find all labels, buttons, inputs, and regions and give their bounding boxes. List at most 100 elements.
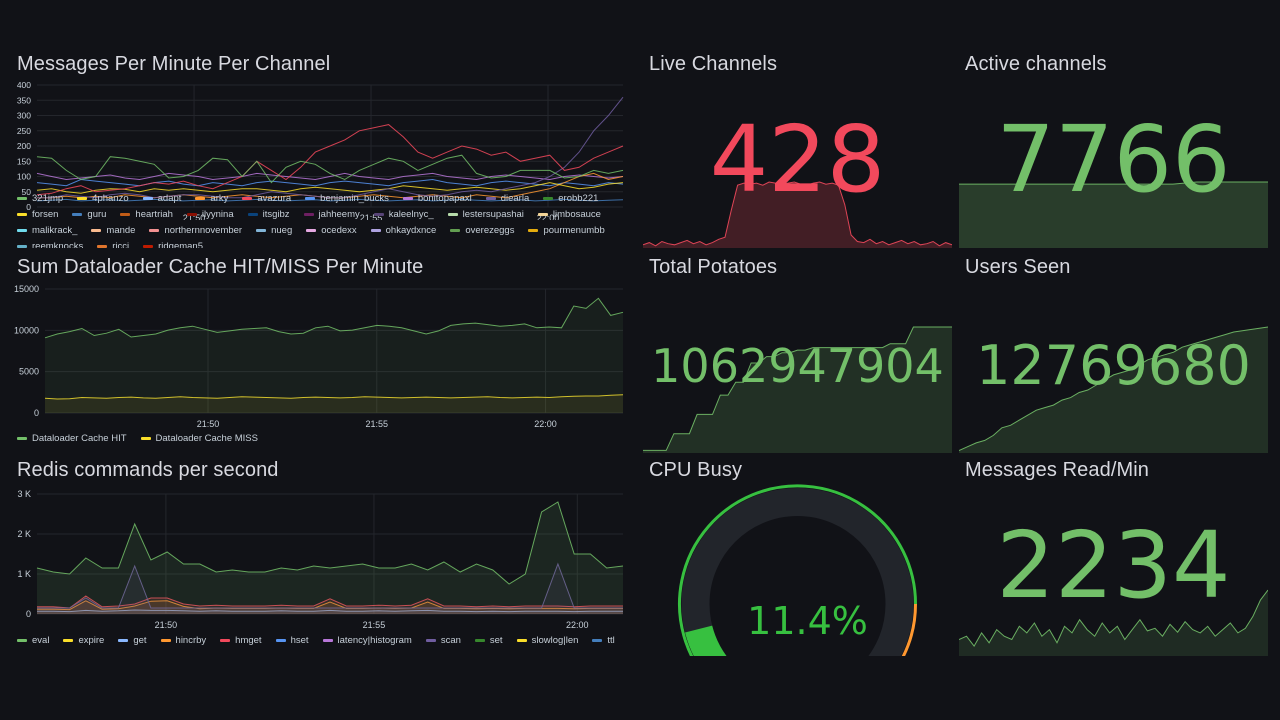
legend-swatch (72, 213, 83, 216)
legend-swatch (220, 639, 231, 642)
legend-item[interactable]: limbosauce (537, 209, 601, 220)
legend-swatch (77, 197, 88, 200)
legend-swatch (303, 213, 314, 216)
legend-item[interactable]: adapt (142, 193, 181, 204)
panel-title: Sum Dataloader Cache HIT/MISS Per Minute (17, 256, 424, 278)
series-line (37, 609, 623, 613)
legend-swatch (537, 213, 548, 216)
users-seen-value: 12769680 (976, 334, 1251, 397)
legend-item[interactable]: jahheemy (303, 209, 360, 220)
panel-title: Users Seen (965, 256, 1071, 278)
legend-item[interactable]: guru (72, 209, 106, 220)
legend-label: erobb221 (558, 193, 599, 204)
legend-label: set (489, 635, 503, 646)
legend-item[interactable]: mande (91, 225, 135, 236)
legend-item[interactable]: Dataloader Cache MISS (140, 433, 258, 444)
series-line (37, 562, 623, 609)
series-line (36, 198, 624, 202)
legend-item[interactable]: ridgeman5 (143, 241, 203, 248)
legend-label: diearla (500, 193, 530, 204)
series-area (45, 394, 623, 413)
legend-item[interactable]: set (474, 635, 503, 646)
legend-swatch (17, 197, 27, 200)
legend-label: ricci (112, 241, 130, 248)
legend-item[interactable]: bonitopapaxl (402, 193, 472, 204)
legend-item[interactable]: itsgibz (247, 209, 290, 220)
legend-label: overezeggs (465, 225, 515, 236)
legend-item[interactable]: ohkaydxnce (370, 225, 436, 236)
legend-item[interactable]: scan (425, 635, 461, 646)
legend-item[interactable]: diearla (485, 193, 530, 204)
active-channels-value: 7766 (996, 106, 1231, 213)
legend-swatch (17, 229, 27, 232)
legend-label: 4phanzo (92, 193, 129, 204)
legend-item[interactable]: 321jmp (17, 193, 63, 204)
legend-item[interactable]: arky (195, 193, 228, 204)
legend-item[interactable]: heartriah (120, 209, 173, 220)
legend-item[interactable]: 4phanzo (77, 193, 129, 204)
legend-swatch (450, 229, 461, 232)
y-tick-label: 10000 (14, 325, 39, 335)
legend-item[interactable]: eval (17, 635, 49, 646)
redis-chart: 0 1 K 2 K 3 K 21:50 21:55 22:00 (17, 489, 624, 630)
legend-label: nueg (271, 225, 293, 236)
legend-item[interactable]: malikrack_ (17, 225, 77, 236)
legend-item[interactable]: ocedexx (306, 225, 357, 236)
legend-item[interactable]: latency|histogram (322, 635, 412, 646)
legend-item[interactable]: slowlog|len (516, 635, 578, 646)
y-tick-label: 350 (17, 95, 31, 105)
series-line (36, 154, 624, 184)
legend-item[interactable]: northernnovember (149, 225, 242, 236)
legend-item[interactable]: nueg (256, 225, 292, 236)
series-line (44, 394, 624, 400)
legend-label: ilyynina (201, 209, 234, 220)
legend-item[interactable]: erobb221 (543, 193, 598, 204)
legend-label: get (133, 635, 147, 646)
legend-item[interactable]: reemknocks (17, 241, 83, 248)
panel-title: CPU Busy (649, 459, 743, 481)
redis-legend: eval expire get hincrby hmget hset latency|his… (17, 635, 617, 646)
legend-item[interactable]: Dataloader Cache HIT (17, 433, 127, 444)
legend-item[interactable]: lestersupashai (447, 209, 524, 220)
y-tick-label: 50 (22, 187, 32, 197)
legend-item[interactable]: ilyynina (186, 209, 234, 220)
series-line (36, 178, 624, 187)
legend-swatch (402, 197, 413, 200)
legend-item[interactable]: benjamin_bucks (305, 193, 389, 204)
legend-swatch (485, 197, 496, 200)
legend-item[interactable]: overezeggs (450, 225, 514, 236)
legend-label: northernnovember (164, 225, 243, 236)
total-potatoes-value: 1062947904 (651, 339, 944, 393)
legend-swatch (17, 245, 27, 248)
legend-item[interactable]: ricci (97, 241, 129, 248)
legend-label: ttl (607, 635, 615, 646)
legend-swatch (242, 197, 253, 200)
redis-panel: Redis commands per second 0 1 K 2 K 3 K 21:5… (11, 456, 631, 656)
legend-item[interactable]: pourmenumbb (528, 225, 605, 236)
legend-item[interactable]: kaleelnyc_ (373, 209, 434, 220)
x-tick-label: 21:50 (197, 419, 220, 429)
legend-label: malikrack_ (32, 225, 78, 236)
legend-item[interactable]: hset (275, 635, 309, 646)
legend-item[interactable]: expire (63, 635, 104, 646)
legend-item[interactable]: get (118, 635, 147, 646)
y-tick-label: 1 K (17, 569, 31, 579)
legend-label: ocedexx (321, 225, 357, 236)
x-tick-label: 22:00 (537, 213, 560, 220)
legend-label: kaleelnyc_ (388, 209, 434, 220)
legend-item[interactable]: ttl (592, 635, 615, 646)
legend-swatch (447, 213, 458, 216)
sparkline-area (643, 182, 952, 248)
legend-swatch (160, 639, 171, 642)
legend-item[interactable]: avazura (242, 193, 291, 204)
y-tick-label: 100 (17, 172, 31, 182)
legend-swatch (592, 639, 603, 642)
users-seen-panel: Users Seen 12769680 (959, 253, 1268, 453)
y-tick-label: 5000 (19, 367, 39, 377)
legend-item[interactable]: forsen (17, 209, 58, 220)
legend-item[interactable]: hincrby (160, 635, 206, 646)
legend-item[interactable]: hmget (220, 635, 262, 646)
legend-label: limbosauce (552, 209, 601, 220)
legend-swatch (63, 639, 74, 642)
legend-label: eval (32, 635, 50, 646)
